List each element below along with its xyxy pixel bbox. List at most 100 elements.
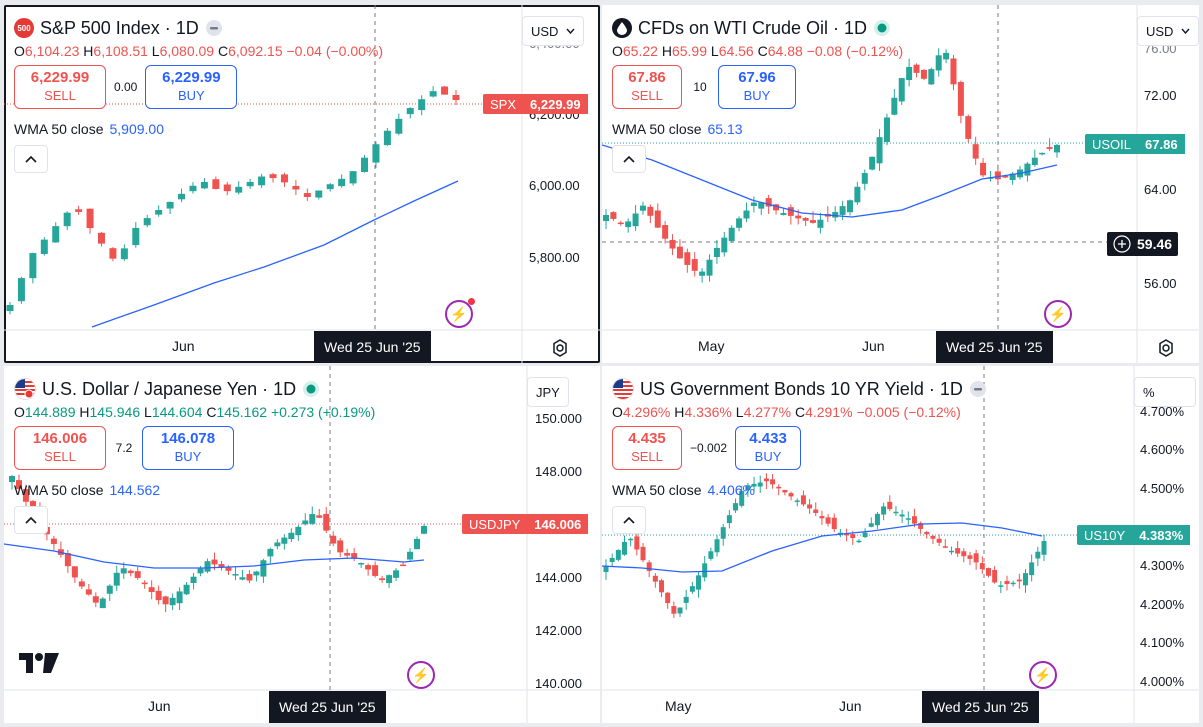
candle xyxy=(239,569,246,581)
candle xyxy=(1016,573,1022,589)
candle xyxy=(330,531,337,547)
price-axis-label: 5,800.00 xyxy=(529,250,580,265)
chevron-down-icon xyxy=(1181,28,1190,34)
buy-button[interactable]: 6,229.99 BUY xyxy=(145,65,238,109)
collapse-legend-button[interactable] xyxy=(14,145,48,173)
candle xyxy=(881,502,887,521)
candle xyxy=(113,565,120,591)
sell-button[interactable]: 6,229.99 SELL xyxy=(14,65,106,109)
usdjpy-title[interactable]: U.S. Dollar / Japanese Yen · 1D xyxy=(42,378,297,399)
candle xyxy=(770,473,776,489)
settings-gear-icon[interactable] xyxy=(549,337,571,359)
price-axis-label: 4.600% xyxy=(1140,442,1185,457)
candle xyxy=(967,551,973,566)
candle xyxy=(1022,569,1028,593)
settings-gear-icon[interactable] xyxy=(1155,337,1177,359)
candle xyxy=(714,535,720,557)
wma-line xyxy=(4,543,425,569)
collapse-legend-button[interactable] xyxy=(612,506,646,534)
collapse-legend-button[interactable] xyxy=(14,506,48,534)
wma-indicator-legend[interactable]: WMA 50 close 4.406% xyxy=(612,482,755,498)
candle xyxy=(326,182,334,192)
candle xyxy=(924,530,930,539)
candle xyxy=(372,141,380,168)
crosshair-price-tag[interactable]: 59.46 xyxy=(1107,232,1179,256)
add-plus-icon[interactable] xyxy=(1113,235,1131,253)
spx-title[interactable]: S&P 500 Index · 1D xyxy=(40,17,199,38)
market-open-icon[interactable] xyxy=(873,19,891,37)
currency-selector[interactable]: USD xyxy=(522,16,585,46)
price-axis-label: 140.000 xyxy=(535,676,582,691)
candle xyxy=(610,211,617,221)
candle xyxy=(1041,534,1047,561)
candle xyxy=(429,86,437,98)
usdjpy-candlestick-chart[interactable] xyxy=(4,366,600,723)
sell-button[interactable]: 146.006 SELL xyxy=(14,426,106,470)
currency-selector[interactable]: USD xyxy=(1137,16,1199,46)
wma-indicator-legend[interactable]: WMA 50 close 144.562 xyxy=(14,482,161,498)
currency-selector[interactable]: JPY xyxy=(527,377,569,407)
candle xyxy=(183,582,190,596)
tradingview-logo[interactable] xyxy=(18,652,60,680)
candle xyxy=(817,212,824,234)
flash-icon[interactable]: ⚡ xyxy=(407,661,435,689)
chart-pane-usoil[interactable]: CFDs on WTI Crude Oil · 1D O65.22 H65.99… xyxy=(602,5,1199,363)
buy-button[interactable]: 4.433 BUY xyxy=(735,426,802,470)
candle xyxy=(846,199,853,216)
candle xyxy=(622,535,628,556)
us10y-title[interactable]: US Government Bonds 10 YR Yield · 1D xyxy=(640,378,963,399)
buy-button[interactable]: 67.96 BUY xyxy=(718,65,796,109)
market-status-icon[interactable] xyxy=(205,19,223,37)
collapse-legend-button[interactable] xyxy=(612,145,646,173)
candle xyxy=(911,508,917,528)
candle xyxy=(691,252,698,277)
candle xyxy=(839,200,846,220)
usoil-title[interactable]: CFDs on WTI Crude Oil · 1D xyxy=(638,17,868,38)
candle xyxy=(78,578,85,589)
price-axis-label: 4.300% xyxy=(1140,558,1185,573)
candle xyxy=(400,562,407,567)
candle xyxy=(758,202,765,216)
candle xyxy=(288,528,295,543)
candle xyxy=(365,563,372,576)
candle xyxy=(75,205,83,215)
chart-pane-spx[interactable]: 500 S&P 500 Index · 1D O6,104.23 H6,108.… xyxy=(4,5,600,363)
market-status-icon[interactable] xyxy=(969,380,987,398)
candle xyxy=(794,498,800,507)
candle xyxy=(751,476,757,492)
candle xyxy=(253,570,260,582)
buy-button[interactable]: 146.078 BUY xyxy=(142,426,234,470)
candle xyxy=(640,543,646,563)
wma-indicator-legend[interactable]: WMA 50 close 5,909.00 xyxy=(14,121,164,137)
candle xyxy=(349,171,357,186)
last-price-tag: USOIL 67.86 xyxy=(1085,134,1185,154)
candle xyxy=(891,88,898,116)
us-flag-icon xyxy=(612,378,634,400)
flash-icon[interactable]: ⚡ xyxy=(1029,661,1057,689)
us10y-candlestick-chart[interactable] xyxy=(602,366,1199,723)
chart-pane-us10y[interactable]: US Government Bonds 10 YR Yield · 1D O4.… xyxy=(602,366,1199,723)
flash-icon[interactable]: ⚡ xyxy=(445,298,475,328)
spx-candlestick-chart[interactable] xyxy=(4,5,600,363)
flash-icon[interactable]: ⚡ xyxy=(1044,300,1072,328)
unit-selector[interactable]: % xyxy=(1134,377,1196,407)
chart-pane-usdjpy[interactable]: U.S. Dollar / Japanese Yen · 1D O144.889… xyxy=(4,366,600,723)
wma-indicator-legend[interactable]: WMA 50 close 65.13 xyxy=(612,121,743,137)
candle xyxy=(720,523,726,546)
last-price-tag: US10Y 4.383% xyxy=(1077,525,1191,545)
candle xyxy=(776,484,782,496)
candle xyxy=(452,90,460,106)
sell-button[interactable]: 4.435 SELL xyxy=(612,426,682,470)
price-axis-label: 64.00 xyxy=(1144,182,1177,197)
market-open-icon[interactable] xyxy=(302,380,320,398)
spread-value: −0.002 xyxy=(690,441,728,455)
candle xyxy=(763,473,769,490)
candle xyxy=(143,214,151,228)
candle xyxy=(155,205,163,217)
candle xyxy=(862,528,868,539)
crosshair-date-tag: Wed 25 Jun '25 xyxy=(936,331,1053,363)
usoil-candlestick-chart[interactable] xyxy=(602,5,1199,363)
sell-button[interactable]: 67.86 SELL xyxy=(612,65,682,109)
candle xyxy=(972,136,979,165)
candle xyxy=(639,201,646,215)
